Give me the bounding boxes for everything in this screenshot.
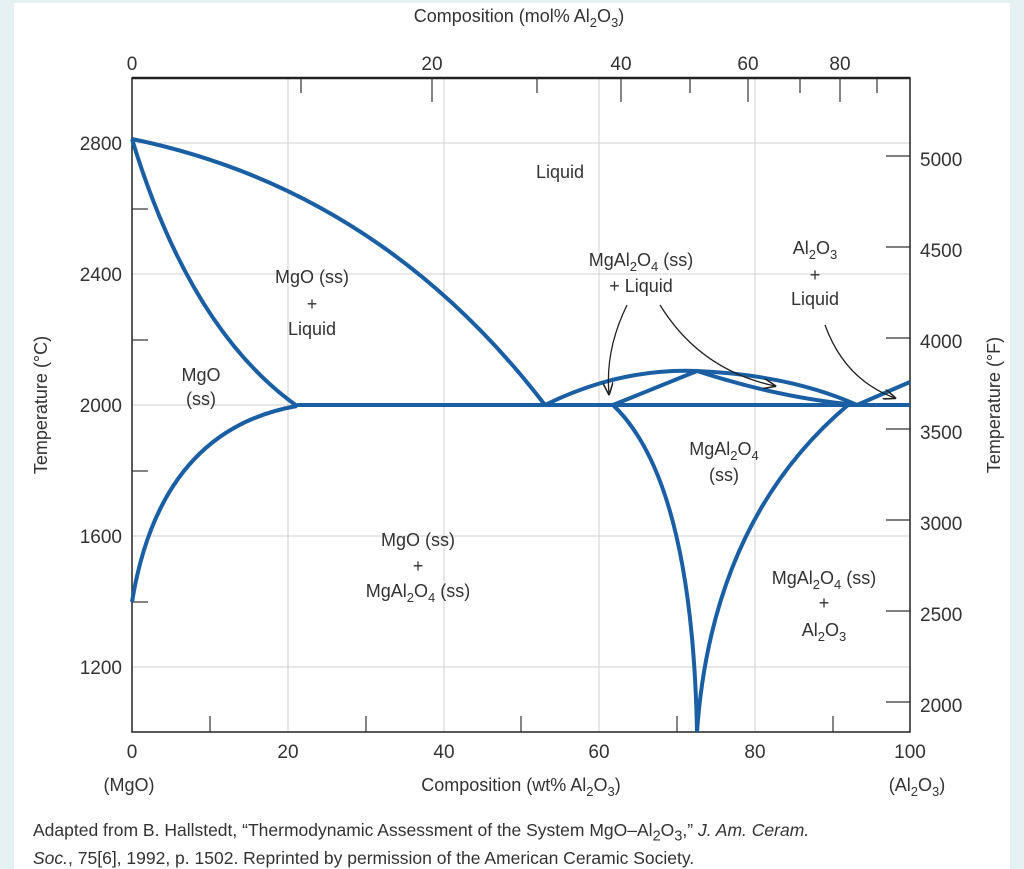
left-tick-label: 1200 [80, 658, 122, 679]
top-tick-label: 40 [610, 54, 631, 75]
svg-text:MgAl2O4: MgAl2O4 [689, 439, 759, 463]
bottom-tick-label: 100 [894, 742, 926, 763]
region-spinel-ss: MgAl2O4 (ss) [689, 439, 759, 485]
top-tick-label: 20 [421, 54, 442, 75]
pointer-arrow [659, 304, 775, 386]
svg-text:+: + [810, 265, 821, 285]
region-mgo-ss-liquid: MgO (ss) + Liquid [275, 267, 349, 339]
svg-text:MgO: MgO [181, 365, 220, 385]
bottom-tick-label: 60 [588, 742, 609, 763]
top-axis-title: Composition (mol% Al2O3) [414, 6, 625, 30]
figure-caption: Adapted from B. Hallstedt, “Thermodynami… [33, 820, 810, 868]
svg-text:Al2O3: Al2O3 [793, 238, 838, 262]
pointer-arrow [824, 324, 895, 398]
spinel-solidus [612, 369, 858, 407]
top-tick-label: 60 [737, 54, 758, 75]
svg-text:MgO (ss): MgO (ss) [275, 267, 349, 287]
svg-text:+: + [819, 593, 830, 613]
al2o3-end-label: (Al2O3) [889, 775, 945, 799]
svg-text:MgAl2O4 (ss): MgAl2O4 (ss) [772, 568, 877, 592]
svg-text:(ss): (ss) [186, 389, 216, 409]
spinel-solvus-right [695, 403, 850, 733]
mgo-solidus [130, 138, 299, 408]
left-tick-label: 2400 [80, 265, 122, 286]
top-tick-label: 80 [829, 54, 850, 75]
region-spinel-al2o3: MgAl2O4 (ss) + Al2O3 [772, 568, 877, 644]
region-spinel-liquid: MgAl2O4 (ss) + Liquid [589, 250, 694, 296]
right-tick-label: 5000 [920, 150, 962, 171]
svg-text:(ss): (ss) [709, 465, 739, 485]
right-tick-label: 3500 [920, 423, 962, 444]
figure-panel [14, 3, 1010, 869]
left-tick-label: 2800 [80, 134, 122, 155]
region-mgo-ss: MgO (ss) [181, 365, 220, 409]
right-tick-label: 2500 [920, 605, 962, 626]
svg-text:Liquid: Liquid [791, 289, 839, 309]
left-tick-label: 2000 [80, 396, 122, 417]
svg-text:MgO (ss): MgO (ss) [381, 530, 455, 550]
bottom-tick-label: 80 [744, 742, 765, 763]
svg-text:MgAl2O4 (ss): MgAl2O4 (ss) [589, 250, 694, 274]
pointer-arrow [608, 304, 628, 394]
region-liquid: Liquid [536, 162, 584, 182]
bottom-tick-label: 40 [433, 742, 454, 763]
svg-text:Liquid: Liquid [288, 319, 336, 339]
ticks [132, 78, 910, 732]
phase-boundaries [130, 137, 911, 733]
left-axis-title: Temperature (°C) [31, 336, 51, 474]
region-mgo-spinel: MgO (ss) + MgAl2O4 (ss) [366, 530, 471, 605]
mgo-solvus [130, 404, 298, 603]
right-axis-title: Temperature (°F) [984, 337, 1004, 473]
right-tick-label: 4500 [920, 241, 962, 262]
spinel-solvus-left [611, 403, 699, 733]
left-tick-label: 1600 [80, 527, 122, 548]
svg-text:+: + [307, 294, 318, 314]
right-tick-label: 3000 [920, 514, 962, 535]
svg-text:+ Liquid: + Liquid [609, 276, 673, 296]
mgo-liquidus [131, 137, 547, 407]
right-tick-label: 4000 [920, 332, 962, 353]
bottom-axis-title: Composition (wt% Al2O3) [421, 775, 621, 799]
right-tick-label: 2000 [920, 696, 962, 717]
bottom-tick-label: 0 [127, 742, 138, 763]
bottom-tick-label: 20 [277, 742, 298, 763]
top-tick-label: 0 [127, 54, 138, 75]
region-al2o3-liquid: Al2O3 + Liquid [791, 238, 839, 309]
mgo-end-label: (MgO) [104, 775, 155, 795]
svg-text:MgAl2O4 (ss): MgAl2O4 (ss) [366, 581, 471, 605]
svg-text:Al2O3: Al2O3 [802, 620, 847, 644]
svg-text:+: + [413, 556, 424, 576]
